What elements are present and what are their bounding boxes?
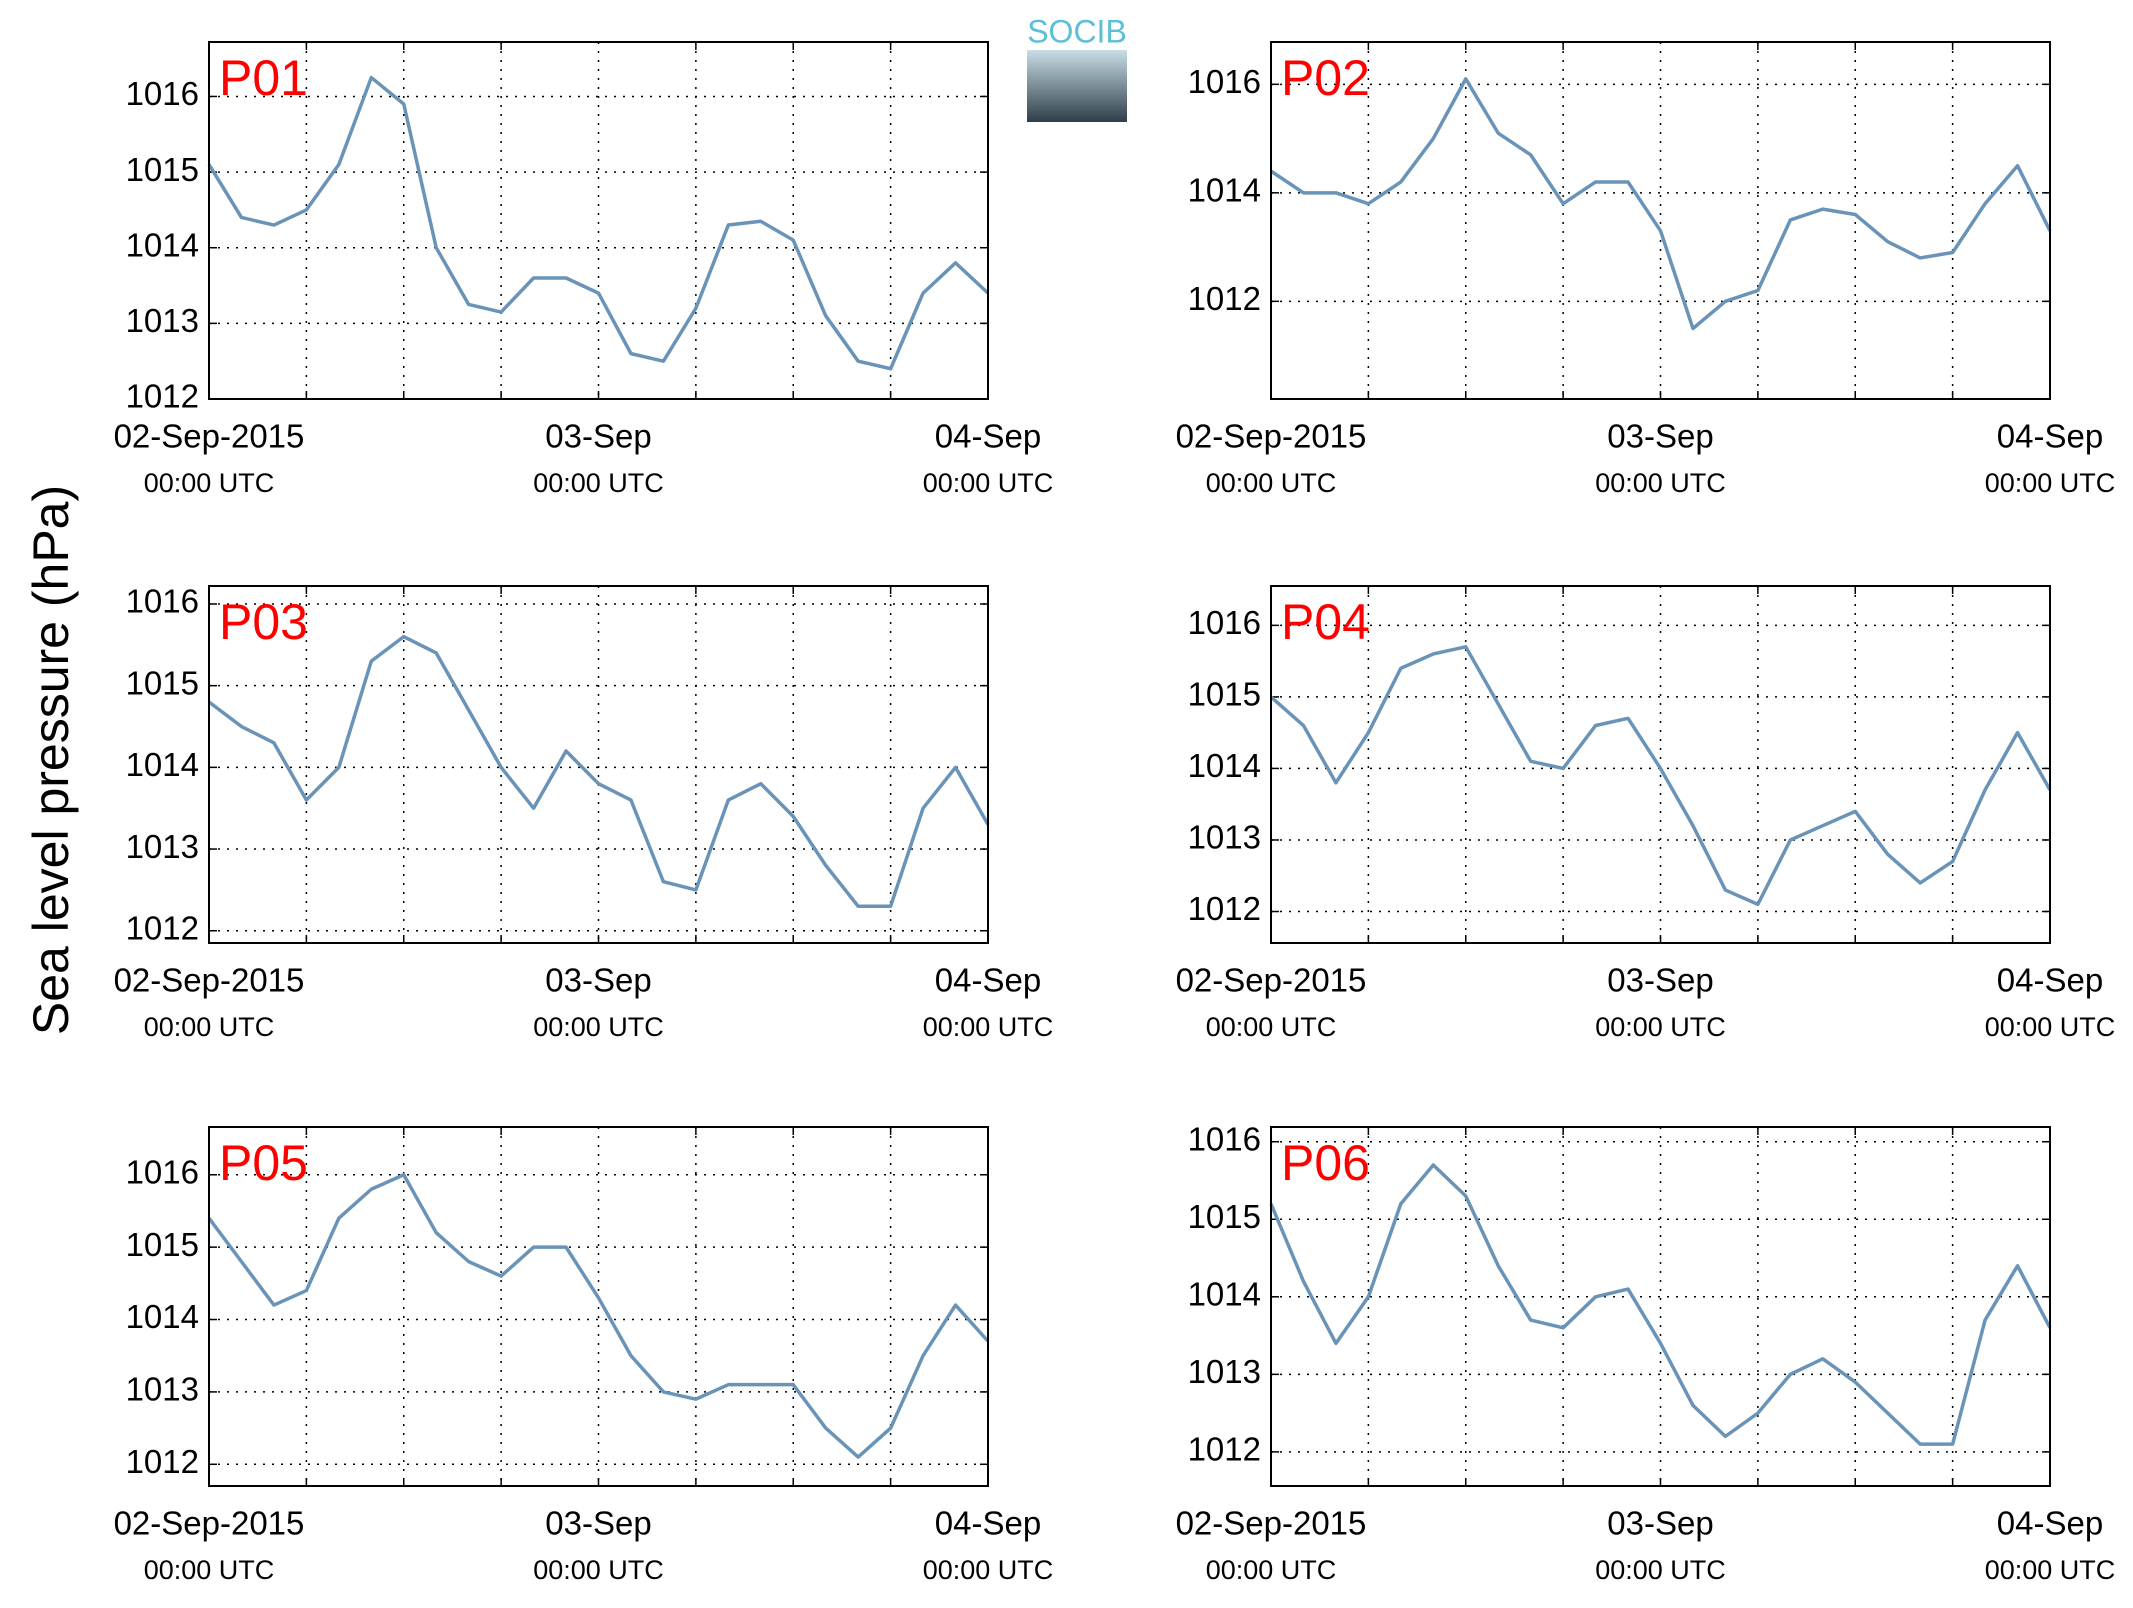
panel-title: P01 xyxy=(219,50,308,106)
plot-frame xyxy=(1270,1126,2051,1487)
x-tick-sublabel: 00:00 UTC xyxy=(1595,468,1726,498)
x-tick-sublabel: 00:00 UTC xyxy=(533,468,664,498)
x-tick-sublabel: 00:00 UTC xyxy=(1206,468,1337,498)
y-tick-label: 1012 xyxy=(1188,280,1261,317)
x-tick-sublabel: 00:00 UTC xyxy=(923,468,1054,498)
data-line xyxy=(207,75,990,371)
x-tick-sublabel: 00:00 UTC xyxy=(1985,468,2116,498)
x-tick-sublabel: 00:00 UTC xyxy=(1595,1012,1726,1042)
data-line xyxy=(207,1173,990,1459)
logo-box xyxy=(1027,50,1127,122)
x-tick-sublabel: 00:00 UTC xyxy=(1985,1555,2116,1585)
panel: 1012 1013 1014 1015 1016 02-Sep-2015 00:00 UTC… xyxy=(114,41,1054,498)
x-tick-label: 03-Sep xyxy=(1607,418,1713,455)
y-axis-label: Sea level pressure (hPa) xyxy=(23,485,79,1035)
data-line xyxy=(1269,645,2052,907)
panel-title: P04 xyxy=(1281,594,1370,650)
y-tick-label: 1014 xyxy=(126,226,199,263)
logo-text: SOCIB xyxy=(1027,13,1127,49)
panel: 1012 1013 1014 1015 1016 02-Sep-2015 00:00 UTC… xyxy=(1176,585,2116,1042)
data-line xyxy=(207,634,990,908)
panel-title: P03 xyxy=(219,594,308,650)
x-tick-label: 02-Sep-2015 xyxy=(114,1505,305,1542)
panel: 1012 1014 1016 02-Sep-2015 00:00 UTC 03-Sep 00… xyxy=(1176,41,2116,498)
x-tick-label: 02-Sep-2015 xyxy=(1176,418,1367,455)
y-tick-label: 1015 xyxy=(126,664,199,701)
x-tick-label: 04-Sep xyxy=(935,962,1041,999)
data-line xyxy=(1269,1163,2052,1446)
y-tick-label: 1012 xyxy=(126,378,199,415)
y-tick-label: 1012 xyxy=(1188,1431,1261,1468)
x-tick-sublabel: 00:00 UTC xyxy=(144,1012,275,1042)
x-tick-label: 03-Sep xyxy=(1607,962,1713,999)
y-tick-label: 1016 xyxy=(126,583,199,620)
y-tick-label: 1014 xyxy=(1188,172,1261,209)
y-tick-label: 1014 xyxy=(1188,1276,1261,1313)
y-tick-label: 1013 xyxy=(1188,819,1261,856)
x-tick-sublabel: 00:00 UTC xyxy=(923,1012,1054,1042)
x-tick-label: 04-Sep xyxy=(1997,1505,2103,1542)
panel-title: P06 xyxy=(1281,1135,1370,1191)
y-tick-label: 1016 xyxy=(1188,604,1261,641)
y-tick-label: 1014 xyxy=(126,746,199,783)
x-tick-label: 04-Sep xyxy=(1997,418,2103,455)
y-tick-label: 1016 xyxy=(126,75,199,112)
x-tick-label: 03-Sep xyxy=(545,1505,651,1542)
plot-frame xyxy=(1270,41,2051,400)
y-tick-label: 1016 xyxy=(1188,1120,1261,1157)
y-tick-label: 1013 xyxy=(126,828,199,865)
x-tick-sublabel: 00:00 UTC xyxy=(1206,1555,1337,1585)
y-tick-label: 1013 xyxy=(126,302,199,339)
y-tick-label: 1014 xyxy=(1188,747,1261,784)
y-tick-label: 1015 xyxy=(1188,676,1261,713)
x-tick-sublabel: 00:00 UTC xyxy=(1595,1555,1726,1585)
plot-frame xyxy=(208,41,989,400)
y-tick-label: 1015 xyxy=(126,151,199,188)
x-tick-label: 02-Sep-2015 xyxy=(1176,962,1367,999)
x-tick-label: 03-Sep xyxy=(545,962,651,999)
x-tick-label: 03-Sep xyxy=(1607,1505,1713,1542)
x-tick-sublabel: 00:00 UTC xyxy=(144,1555,275,1585)
y-tick-label: 1012 xyxy=(126,909,199,946)
x-tick-label: 03-Sep xyxy=(545,418,651,455)
y-tick-label: 1014 xyxy=(126,1298,199,1335)
plot-frame xyxy=(208,585,989,944)
panel-title: P02 xyxy=(1281,50,1370,106)
data-line xyxy=(1270,77,2052,331)
x-tick-sublabel: 00:00 UTC xyxy=(1206,1012,1337,1042)
y-tick-label: 1012 xyxy=(1188,890,1261,927)
x-tick-sublabel: 00:00 UTC xyxy=(144,468,275,498)
x-tick-sublabel: 00:00 UTC xyxy=(533,1555,664,1585)
logo: SOCIB xyxy=(1027,13,1127,122)
y-tick-label: 1013 xyxy=(1188,1353,1261,1390)
x-tick-sublabel: 00:00 UTC xyxy=(923,1555,1054,1585)
x-tick-label: 02-Sep-2015 xyxy=(1176,1505,1367,1542)
x-tick-label: 04-Sep xyxy=(935,1505,1041,1542)
y-tick-label: 1015 xyxy=(126,1226,199,1263)
panel: 1012 1013 1014 1015 1016 02-Sep-2015 00:00 UTC… xyxy=(114,1126,1054,1585)
x-tick-label: 02-Sep-2015 xyxy=(114,418,305,455)
y-tick-label: 1015 xyxy=(1188,1198,1261,1235)
y-tick-label: 1013 xyxy=(126,1371,199,1408)
panel: 1012 1013 1014 1015 1016 02-Sep-2015 00:00 UTC… xyxy=(1176,1120,2116,1585)
panel-title: P05 xyxy=(219,1135,308,1191)
x-tick-label: 02-Sep-2015 xyxy=(114,962,305,999)
y-tick-label: 1012 xyxy=(126,1443,199,1480)
plot-frame xyxy=(1270,585,2051,944)
panel: 1012 1013 1014 1015 1016 02-Sep-2015 00:00 UTC… xyxy=(114,583,1054,1042)
x-tick-sublabel: 00:00 UTC xyxy=(1985,1012,2116,1042)
x-tick-sublabel: 00:00 UTC xyxy=(533,1012,664,1042)
x-tick-label: 04-Sep xyxy=(935,418,1041,455)
y-tick-label: 1016 xyxy=(126,1153,199,1190)
x-tick-label: 04-Sep xyxy=(1997,962,2103,999)
plot-frame xyxy=(208,1126,989,1487)
y-tick-label: 1016 xyxy=(1188,63,1261,100)
